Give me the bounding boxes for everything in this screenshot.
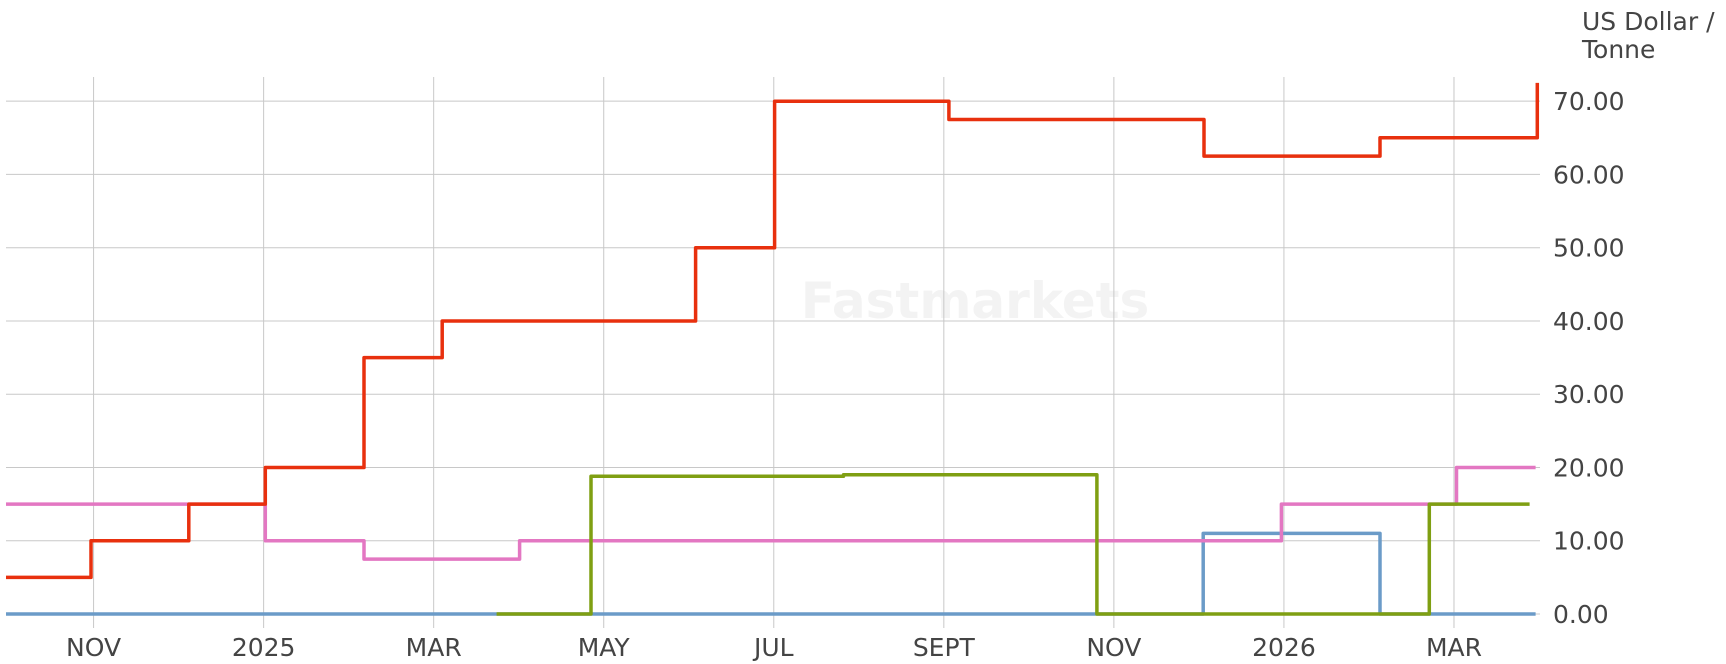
x-tick-label: MAR <box>1426 633 1482 662</box>
x-tick-label: 2025 <box>232 633 296 662</box>
y-tick-label: 70.00 <box>1553 87 1625 116</box>
series-line <box>6 82 1540 580</box>
axis-title: Tonne <box>1581 35 1655 64</box>
x-tick-label: 2026 <box>1252 633 1316 662</box>
y-tick-label: 10.00 <box>1553 527 1625 556</box>
axis-title: US Dollar / <box>1582 7 1715 36</box>
series-line <box>6 531 1536 616</box>
x-tick-label: MAY <box>578 633 631 662</box>
x-tick-label: JUL <box>752 633 794 662</box>
x-tick-label: SEPT <box>913 633 976 662</box>
x-tick-label: NOV <box>66 633 121 662</box>
x-tick-label: NOV <box>1086 633 1141 662</box>
x-tick-label: MAR <box>406 633 462 662</box>
watermark: Fastmarkets <box>801 272 1150 330</box>
series-line <box>496 473 1530 616</box>
y-tick-label: 50.00 <box>1553 234 1625 263</box>
series-line <box>6 465 1536 561</box>
y-tick-label: 20.00 <box>1553 453 1625 482</box>
y-tick-label: 40.00 <box>1553 307 1625 336</box>
y-tick-label: 60.00 <box>1553 160 1625 189</box>
y-tick-label: 30.00 <box>1553 380 1625 409</box>
y-tick-label: 0.00 <box>1553 600 1609 629</box>
